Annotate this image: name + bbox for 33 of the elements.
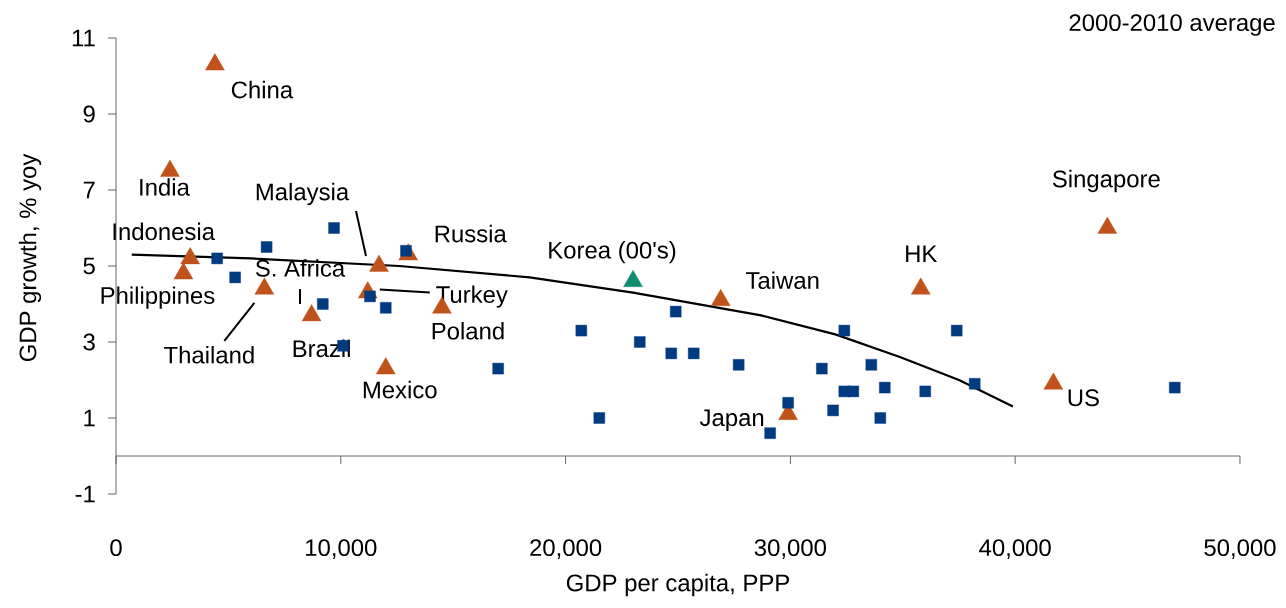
annotation: China	[231, 80, 294, 99]
annotation: US	[1068, 389, 1099, 407]
annotation: Malaysia	[256, 182, 350, 206]
annotation: S. Africa	[255, 259, 346, 277]
y-tick-label: 5	[83, 257, 95, 275]
y-tick-label: 1	[84, 409, 95, 427]
annotation: HK	[906, 245, 938, 263]
y-tick-label: -1	[75, 485, 95, 503]
x-axis-title: GDP per capita, PPP	[566, 573, 790, 597]
annotation: Taiwan	[746, 271, 819, 289]
annotation: Poland	[432, 322, 504, 340]
annotation: India	[140, 178, 190, 196]
x-tick-label: 10,000	[306, 539, 377, 559]
x-tick-label: 50,000	[1204, 539, 1276, 559]
x-tick-label: 30,000	[754, 539, 826, 559]
annotation: Korea (00's)	[549, 241, 676, 264]
annotation: Thailand	[164, 346, 254, 364]
annotation: Mexico	[363, 380, 437, 399]
annotation: Philippines	[101, 286, 215, 309]
annotation: Turkey	[436, 285, 508, 308]
annotation: Japan	[699, 409, 764, 431]
y-tick-label: 11	[72, 29, 95, 47]
annotation: Indonesia	[113, 222, 216, 241]
y-tick-label: 9	[83, 105, 95, 123]
y-tick-label: 3	[83, 333, 95, 351]
x-tick-label: 40,000	[979, 539, 1051, 559]
text: 2000-2010 average	[1069, 14, 1275, 36]
x-tick-label: 20,000	[530, 539, 602, 559]
annotation: Russia	[435, 224, 507, 243]
annotation: Singapore	[1052, 169, 1160, 193]
y-axis-title: GDP growth, % yoy	[18, 153, 42, 362]
y-tick-label: 7	[83, 181, 95, 199]
x-tick-label: 0	[110, 539, 122, 557]
